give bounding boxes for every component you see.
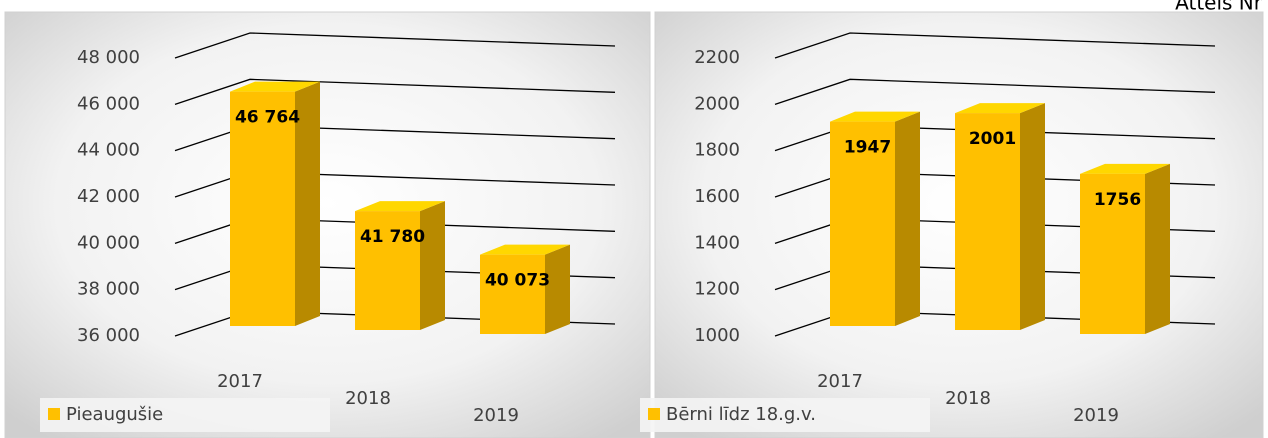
caption: Attēls Nr	[1175, 0, 1263, 15]
bar	[230, 91, 295, 326]
data-label: 41 780	[360, 227, 425, 247]
legend-label: Bērni līdz 18.g.v.	[666, 404, 816, 425]
grid-line	[174, 32, 616, 59]
grid-line	[774, 78, 1216, 105]
bar-top	[955, 103, 1045, 114]
data-label: 1756	[1094, 190, 1141, 210]
y-tick-label: 44 000	[77, 140, 140, 161]
y-tick-label: 42 000	[77, 186, 140, 207]
y-tick-label: 2000	[694, 93, 740, 114]
bar	[355, 211, 420, 330]
y-tick-label: 2200	[694, 47, 740, 68]
legend-swatch	[648, 408, 660, 420]
bar	[830, 121, 895, 326]
bar-side	[1145, 163, 1170, 334]
bar	[1080, 173, 1145, 334]
x-tick-label: 2017	[217, 371, 263, 392]
y-tick-label: 1400	[694, 232, 740, 253]
bar-top	[230, 81, 320, 92]
bar-side	[1020, 103, 1045, 330]
bar-side	[895, 111, 920, 326]
x-tick-label: 2019	[473, 405, 519, 426]
y-tick-label: 38 000	[77, 279, 140, 300]
bar	[955, 113, 1020, 330]
y-tick-label: 1200	[694, 279, 740, 300]
data-label: 40 073	[485, 271, 550, 291]
y-tick-label: 48 000	[77, 47, 140, 68]
x-tick-label: 2017	[817, 371, 863, 392]
bar-side	[295, 81, 320, 326]
y-tick-label: 46 000	[77, 93, 140, 114]
bar	[480, 254, 545, 334]
bar-top	[1080, 163, 1170, 174]
y-tick-label: 40 000	[77, 232, 140, 253]
legend-box	[640, 398, 930, 432]
bar-side	[420, 201, 445, 330]
y-tick-label: 1600	[694, 186, 740, 207]
legend-box	[40, 398, 330, 432]
x-tick-label: 2019	[1073, 405, 1119, 426]
y-tick-label: 1800	[694, 140, 740, 161]
data-label: 46 764	[235, 108, 300, 128]
x-tick-label: 2018	[345, 388, 391, 409]
y-tick-label: 1000	[694, 325, 740, 346]
bar-top	[355, 201, 445, 212]
legend-label: Pieaugušie	[66, 404, 163, 425]
bar-top	[830, 111, 920, 122]
grid-line	[774, 32, 1216, 59]
panel	[4, 11, 651, 438]
data-label: 1947	[844, 138, 891, 158]
bar-top	[480, 244, 570, 255]
y-tick-label: 36 000	[77, 325, 140, 346]
bar-side	[545, 244, 570, 334]
data-label: 2001	[969, 129, 1016, 149]
grid-line	[174, 78, 616, 105]
legend-swatch	[48, 408, 60, 420]
x-tick-label: 2018	[945, 388, 991, 409]
